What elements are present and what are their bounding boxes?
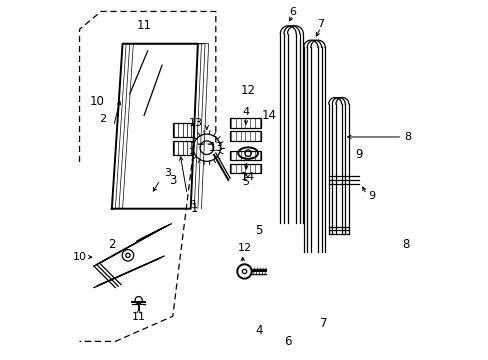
Text: 11: 11 xyxy=(136,19,151,32)
Text: 8: 8 xyxy=(403,132,410,142)
Text: 9: 9 xyxy=(355,148,362,161)
FancyBboxPatch shape xyxy=(230,118,260,128)
Text: 7: 7 xyxy=(319,317,326,330)
Text: 10: 10 xyxy=(90,95,105,108)
Text: 5: 5 xyxy=(242,177,249,187)
Text: 6: 6 xyxy=(283,335,291,348)
Text: 4: 4 xyxy=(255,324,262,337)
Bar xyxy=(172,123,192,137)
Text: 1: 1 xyxy=(190,202,198,215)
Text: 2: 2 xyxy=(99,114,106,124)
Text: 9: 9 xyxy=(367,191,375,201)
FancyBboxPatch shape xyxy=(230,131,260,140)
Bar xyxy=(172,141,192,155)
Text: 14: 14 xyxy=(262,109,277,122)
Text: 14: 14 xyxy=(241,172,255,183)
Text: 7: 7 xyxy=(317,19,324,29)
Text: 5: 5 xyxy=(255,224,262,237)
Text: 6: 6 xyxy=(289,7,296,17)
FancyBboxPatch shape xyxy=(230,151,260,160)
Text: 1: 1 xyxy=(190,200,197,210)
Text: 8: 8 xyxy=(401,238,409,251)
Text: 11: 11 xyxy=(131,312,145,322)
FancyBboxPatch shape xyxy=(230,164,260,173)
Text: 13: 13 xyxy=(208,141,223,154)
Text: 12: 12 xyxy=(240,84,255,97)
Text: 13: 13 xyxy=(189,118,203,128)
Text: 10: 10 xyxy=(73,252,87,262)
Text: 3: 3 xyxy=(163,168,170,178)
Text: 4: 4 xyxy=(242,107,249,117)
Text: 3: 3 xyxy=(169,174,176,186)
Text: 12: 12 xyxy=(237,243,251,253)
Text: 2: 2 xyxy=(108,238,115,251)
